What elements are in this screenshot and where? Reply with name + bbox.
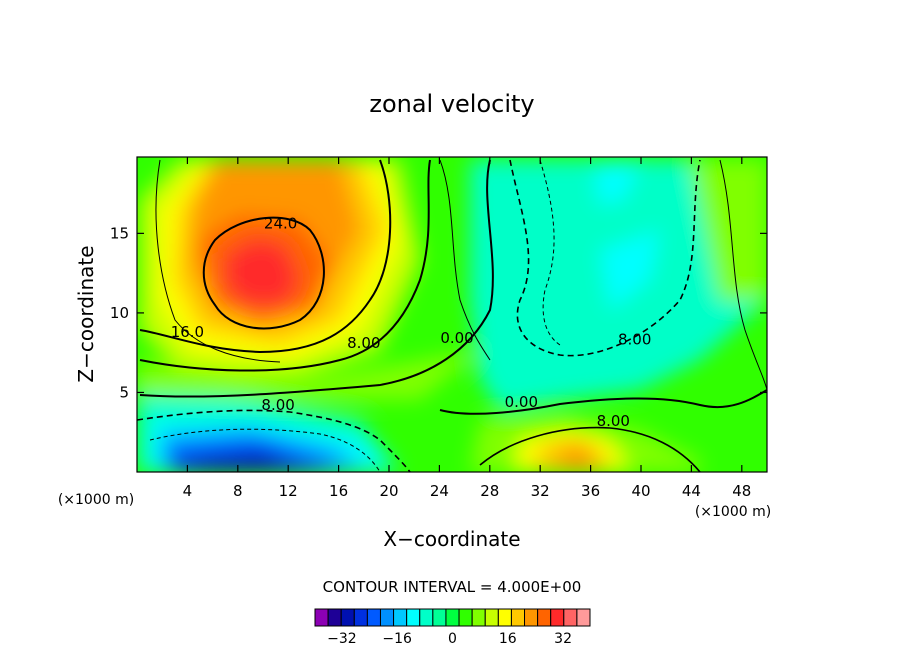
x-tick-label: 20	[379, 482, 398, 500]
blue-lower-core	[200, 456, 300, 472]
contour-line-0	[139, 159, 494, 398]
green-left-strip	[137, 350, 480, 400]
contour-line-24	[202, 216, 325, 330]
colorbar-label: 0	[448, 631, 457, 647]
colorbar-swatch	[484, 608, 499, 627]
orange-lower-core	[560, 445, 598, 470]
x-tick-label: 8	[233, 482, 243, 500]
contour-label: 16.0	[171, 323, 204, 341]
colorbar-swatch	[406, 608, 421, 627]
contour-line-8-lower	[479, 426, 701, 472]
colorbar-swatch	[327, 608, 342, 627]
x-tick-label: 24	[430, 482, 449, 500]
x-tick-label: 4	[183, 482, 193, 500]
colorbar-swatch	[393, 608, 408, 627]
colorbar-swatch	[314, 608, 329, 627]
y-axis: 5 10 15	[110, 224, 767, 401]
colorbar-swatch	[510, 608, 526, 627]
contour-label: 8.00	[597, 412, 630, 430]
contour-label: 0.00	[505, 393, 538, 411]
colorbar-swatch	[576, 608, 591, 627]
contour-line-thin-c	[539, 159, 561, 346]
colorbar-swatch	[340, 608, 355, 627]
chart-title: zonal velocity	[369, 90, 534, 118]
contour-labels: 24.0 16.0 8.00 0.00 8.00 8.00 0.00 8.00	[171, 215, 652, 430]
x-tick-label: 16	[329, 482, 348, 500]
colorbar-label: −32	[327, 631, 357, 647]
colorbar-swatch	[432, 608, 447, 627]
contour-line-thin-e	[149, 428, 381, 472]
x-tick-label: 44	[682, 482, 701, 500]
x-tick-label: 32	[531, 482, 550, 500]
y-tick-label: 10	[110, 304, 129, 322]
y-tick-label: 15	[110, 224, 129, 242]
contour-line-thin-d	[719, 159, 767, 391]
x-tick-label: 48	[732, 482, 751, 500]
contour-label: 8.00	[347, 334, 380, 352]
contour-line-thin-b	[439, 159, 491, 361]
contour-line-16	[139, 159, 392, 354]
x-tick-label: 12	[279, 482, 298, 500]
colorbar-label: 32	[554, 631, 572, 647]
x-tick-label: 40	[631, 482, 650, 500]
contour-lines	[137, 159, 767, 472]
red-core	[225, 238, 300, 305]
colorbar-swatch	[366, 608, 381, 627]
plot-frame	[136, 156, 768, 473]
colorbar-swatch	[563, 608, 578, 627]
colorbar-swatch	[445, 608, 460, 627]
x-unit-right: (×1000 m)	[695, 504, 771, 520]
colorbar-swatch	[471, 608, 486, 627]
contour-label: 8.00	[261, 396, 294, 414]
colorbar-swatch	[537, 608, 552, 627]
contour-line-8	[139, 159, 431, 372]
velocity-field	[137, 157, 767, 472]
x-tick-label: 28	[480, 482, 499, 500]
x-unit-left: (×1000 m)	[58, 492, 134, 508]
contour-label: 0.00	[440, 329, 473, 347]
colorbar: −32 −16 0 16 32	[314, 608, 591, 647]
colorbar-swatch	[379, 608, 395, 627]
colorbar-swatch	[353, 608, 368, 627]
colorbar-swatch	[550, 608, 565, 627]
contour-interval: CONTOUR INTERVAL = 4.000E+00	[323, 578, 582, 596]
colorbar-label: 16	[499, 631, 517, 647]
contour-line-minus8-lower	[137, 409, 411, 472]
y-tick-label: 5	[119, 383, 129, 401]
x-tick-label: 36	[581, 482, 600, 500]
x-axis-label: X−coordinate	[383, 527, 520, 551]
colorbar-swatch	[419, 608, 434, 627]
contour-line-0-lower	[439, 389, 767, 415]
cyan-core	[600, 230, 660, 310]
colorbar-swatch	[497, 608, 512, 627]
x-axis: 4 8 12 16 20 24 28 32 36 40 44 48	[183, 157, 751, 500]
colorbar-swatch	[524, 608, 539, 627]
contour-label: 24.0	[264, 215, 297, 233]
contour-label: 8.00	[618, 331, 651, 349]
colorbar-label: −16	[382, 631, 412, 647]
colorbar-swatch	[458, 608, 473, 627]
contour-line-minus8-upper	[509, 159, 701, 357]
contour-line-thin-a	[155, 159, 281, 363]
green-band-right	[690, 160, 767, 300]
y-axis-label: Z−coordinate	[74, 245, 98, 382]
cyan-top	[595, 160, 640, 205]
